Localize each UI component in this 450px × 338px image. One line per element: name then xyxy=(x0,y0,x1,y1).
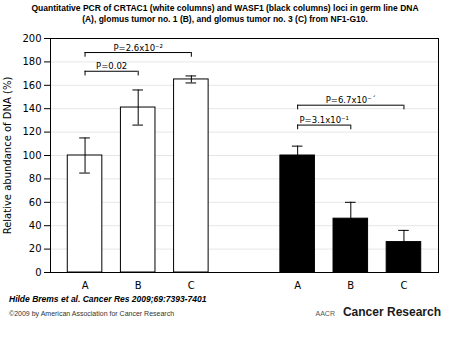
svg-text:P=6.7x10⁻´: P=6.7x10⁻´ xyxy=(326,95,376,105)
svg-text:C: C xyxy=(188,280,195,291)
svg-text:B: B xyxy=(135,280,142,291)
svg-text:200: 200 xyxy=(22,33,41,44)
html-text:Hilde Brems et al. Cancer Res: Hilde Brems et al. Cancer Res 2009;69:73… xyxy=(9,294,207,304)
svg-text:60: 60 xyxy=(29,197,42,208)
svg-text:100: 100 xyxy=(22,150,41,161)
html-text:Cancer Research: Cancer Research xyxy=(342,305,441,319)
svg-text:Relative abundance of DNA (%): Relative abundance of DNA (%) xyxy=(2,77,13,235)
svg-text:160: 160 xyxy=(22,80,41,91)
svg-text:140: 140 xyxy=(22,103,41,114)
svg-text:P=3.1x10⁻¹: P=3.1x10⁻¹ xyxy=(299,115,349,125)
svg-text:40: 40 xyxy=(29,220,42,231)
svg-text:A: A xyxy=(82,280,89,291)
svg-text:0: 0 xyxy=(35,267,41,278)
html-text:AACR: AACR xyxy=(315,310,335,317)
html-text:©2009 by American Association: ©2009 by American Association for Cancer… xyxy=(9,310,175,317)
svg-text:80: 80 xyxy=(29,173,42,184)
svg-text:P=0.02: P=0.02 xyxy=(96,61,127,71)
svg-text:120: 120 xyxy=(22,126,41,137)
svg-text:B: B xyxy=(347,280,354,291)
svg-text:P=2.6x10⁻²: P=2.6x10⁻² xyxy=(113,43,163,53)
svg-text:20: 20 xyxy=(29,243,42,254)
svg-text:C: C xyxy=(400,280,407,291)
svg-text:180: 180 xyxy=(22,56,41,67)
html-text:(A), glomus tumor no. 1 (B), a: (A), glomus tumor no. 1 (B), and glomus … xyxy=(82,14,368,24)
svg-text:A: A xyxy=(294,280,301,291)
html-text:Quantitative PCR of CRTAC1 (wh: Quantitative PCR of CRTAC1 (white column… xyxy=(31,3,419,13)
